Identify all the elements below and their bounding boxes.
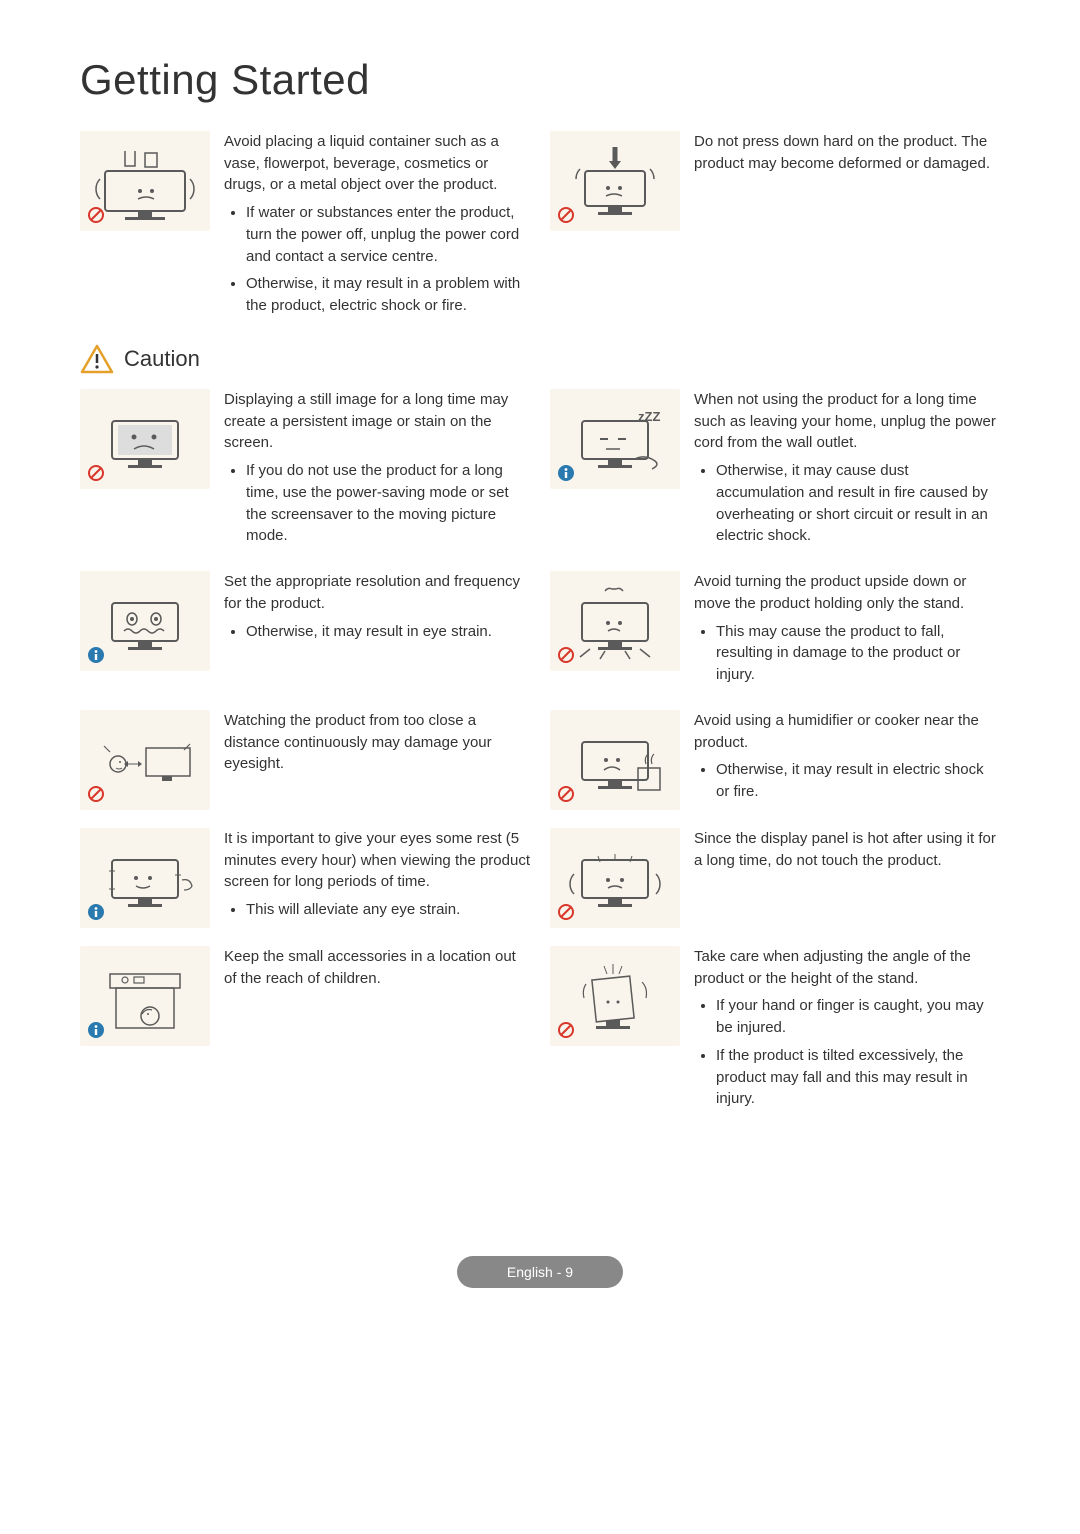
prohibit-icon	[86, 205, 106, 225]
text-block: Watching the product from too close a di…	[224, 710, 530, 810]
illustration	[80, 389, 210, 489]
illustration	[550, 710, 680, 810]
illustration	[80, 828, 210, 928]
paragraph: When not using the product for a long ti…	[694, 389, 1000, 454]
info-icon	[86, 902, 106, 922]
text-block: It is important to give your eyes some r…	[224, 828, 530, 928]
top-row: Avoid placing a liquid container such as…	[80, 131, 1000, 323]
prohibit-icon	[86, 784, 106, 804]
caution-row: Set the appropriate resolution and frequ…	[80, 571, 1000, 692]
paragraph: Displaying a still image for a long time…	[224, 389, 530, 454]
paragraph: Keep the small accessories in a location…	[224, 946, 530, 990]
info-icon	[556, 463, 576, 483]
paragraph: Set the appropriate resolution and frequ…	[224, 571, 530, 615]
bullet: This will alleviate any eye strain.	[246, 899, 530, 921]
paragraph: Avoid placing a liquid container such as…	[224, 131, 530, 196]
bullet: If your hand or finger is caught, you ma…	[716, 995, 1000, 1039]
top-left-col: Avoid placing a liquid container such as…	[80, 131, 530, 323]
text-block: Since the display panel is hot after usi…	[694, 828, 1000, 928]
text-block: Avoid using a humidifier or cooker near …	[694, 710, 1000, 810]
bullet: If the product is tilted excessively, th…	[716, 1045, 1000, 1110]
caution-col: Watching the product from too close a di…	[80, 710, 530, 810]
caution-col: Take care when adjusting the angle of th…	[550, 946, 1000, 1116]
top-right-text: Do not press down hard on the product. T…	[694, 131, 1000, 323]
prohibit-icon	[556, 645, 576, 665]
illustration	[80, 710, 210, 810]
illus-liquid-container	[80, 131, 210, 231]
info-icon	[86, 645, 106, 665]
caution-header: Caution	[80, 343, 1000, 375]
illus-press-down	[550, 131, 680, 231]
bullet: Otherwise, it may cause dust accumulatio…	[716, 460, 1000, 547]
caution-row: Watching the product from too close a di…	[80, 710, 1000, 810]
prohibit-icon	[556, 784, 576, 804]
caution-row: Displaying a still image for a long time…	[80, 389, 1000, 553]
page-title: Getting Started	[80, 50, 1000, 111]
bullet: Otherwise, it may result in a problem wi…	[246, 273, 530, 317]
text-block: Take care when adjusting the angle of th…	[694, 946, 1000, 1116]
caution-col: Keep the small accessories in a location…	[80, 946, 530, 1116]
caution-col: Since the display panel is hot after usi…	[550, 828, 1000, 928]
illustration	[550, 828, 680, 928]
paragraph: It is important to give your eyes some r…	[224, 828, 530, 893]
caution-col: Displaying a still image for a long time…	[80, 389, 530, 553]
caution-col: It is important to give your eyes some r…	[80, 828, 530, 928]
paragraph: Since the display panel is hot after usi…	[694, 828, 1000, 872]
text-block: Set the appropriate resolution and frequ…	[224, 571, 530, 692]
prohibit-icon	[556, 1020, 576, 1040]
illustration	[550, 946, 680, 1046]
caution-row: Keep the small accessories in a location…	[80, 946, 1000, 1116]
paragraph: Take care when adjusting the angle of th…	[694, 946, 1000, 990]
prohibit-icon	[86, 463, 106, 483]
top-right-col: Do not press down hard on the product. T…	[550, 131, 1000, 323]
text-block: When not using the product for a long ti…	[694, 389, 1000, 553]
caution-col: Avoid using a humidifier or cooker near …	[550, 710, 1000, 810]
caution-row: It is important to give your eyes some r…	[80, 828, 1000, 928]
top-left-text: Avoid placing a liquid container such as…	[224, 131, 530, 323]
paragraph: Watching the product from too close a di…	[224, 710, 530, 775]
caution-triangle-icon	[80, 344, 114, 374]
bullet: Otherwise, it may result in eye strain.	[246, 621, 530, 643]
bullet: Otherwise, it may result in electric sho…	[716, 759, 1000, 803]
illustration	[80, 946, 210, 1046]
info-icon	[86, 1020, 106, 1040]
page-number: English - 9	[457, 1256, 623, 1288]
bullet: If water or substances enter the product…	[246, 202, 530, 267]
svg-text:zZZ: zZZ	[638, 409, 660, 424]
text-block: Displaying a still image for a long time…	[224, 389, 530, 553]
illustration	[80, 571, 210, 671]
caution-label: Caution	[124, 343, 200, 375]
text-block: Keep the small accessories in a location…	[224, 946, 530, 1116]
prohibit-icon	[556, 205, 576, 225]
bullet: This may cause the product to fall, resu…	[716, 621, 1000, 686]
illustration	[550, 571, 680, 671]
text-block: Avoid turning the product upside down or…	[694, 571, 1000, 692]
caution-col: zZZ When not using the product for a long…	[550, 389, 1000, 553]
illustration: zZZ	[550, 389, 680, 489]
caution-col: Set the appropriate resolution and frequ…	[80, 571, 530, 692]
page-footer: English - 9	[80, 1256, 1000, 1288]
caution-col: Avoid turning the product upside down or…	[550, 571, 1000, 692]
prohibit-icon	[556, 902, 576, 922]
paragraph: Do not press down hard on the product. T…	[694, 131, 1000, 175]
bullet: If you do not use the product for a long…	[246, 460, 530, 547]
paragraph: Avoid using a humidifier or cooker near …	[694, 710, 1000, 754]
paragraph: Avoid turning the product upside down or…	[694, 571, 1000, 615]
